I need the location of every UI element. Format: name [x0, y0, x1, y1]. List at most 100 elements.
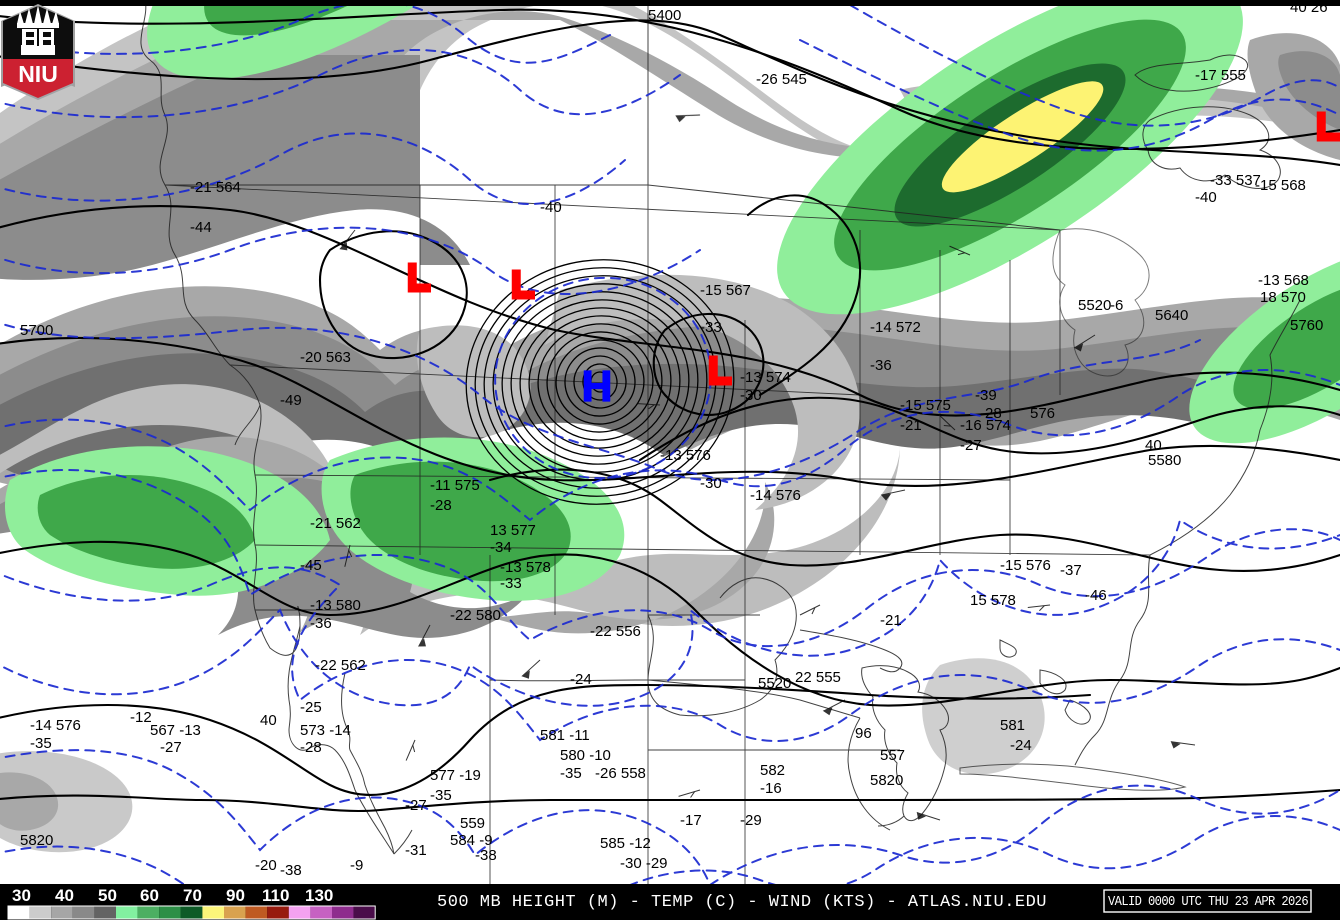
svg-text:22 555: 22 555: [795, 669, 841, 686]
svg-text:-15 576: -15 576: [1000, 557, 1051, 574]
svg-text:-24: -24: [570, 671, 592, 688]
svg-text:-33: -33: [500, 575, 522, 592]
svg-text:-31: -31: [405, 842, 427, 859]
svg-text:-17 555: -17 555: [1195, 67, 1246, 84]
svg-text:-28: -28: [430, 497, 452, 514]
svg-text:500 MB HEIGHT (M) - TEMP (C) -: 500 MB HEIGHT (M) - TEMP (C) - WIND (KTS…: [437, 893, 1047, 912]
svg-text:30: 30: [12, 886, 31, 905]
svg-text:-13 568: -13 568: [1258, 272, 1309, 289]
svg-text:-38: -38: [475, 847, 497, 864]
svg-text:60: 60: [140, 886, 159, 905]
svg-text:-34: -34: [490, 539, 512, 556]
svg-text:-13 576: -13 576: [660, 447, 711, 464]
svg-text:90: 90: [226, 886, 245, 905]
svg-text:-36: -36: [310, 615, 332, 632]
svg-text:-30: -30: [700, 475, 722, 492]
svg-text:-16: -16: [760, 780, 782, 797]
svg-text:-22 580: -22 580: [450, 607, 501, 624]
svg-text:-21 564: -21 564: [190, 179, 241, 196]
svg-text:-15 568: -15 568: [1255, 177, 1306, 194]
svg-text:5580: 5580: [1148, 452, 1181, 469]
svg-text:-44: -44: [190, 219, 212, 236]
svg-text:5820: 5820: [20, 832, 53, 849]
svg-text:-40: -40: [1195, 189, 1217, 206]
svg-text:580 -10: 580 -10: [560, 747, 611, 764]
svg-text:-25: -25: [300, 699, 322, 716]
svg-text:-35: -35: [30, 735, 52, 752]
svg-text:-37: -37: [1060, 562, 1082, 579]
svg-text:-21 562: -21 562: [310, 515, 361, 532]
svg-text:70: 70: [183, 886, 202, 905]
svg-text:557: 557: [880, 747, 905, 764]
svg-text:-35: -35: [430, 787, 452, 804]
svg-text:576: 576: [1030, 405, 1055, 422]
svg-text:577 -19: 577 -19: [430, 767, 481, 784]
svg-text:585 -12: 585 -12: [600, 835, 651, 852]
svg-text:5760: 5760: [1290, 317, 1323, 334]
svg-text:-27: -27: [405, 797, 427, 814]
svg-text:-38: -38: [280, 862, 302, 879]
svg-text:5700: 5700: [20, 322, 53, 339]
svg-text:581 -11: 581 -11: [540, 727, 590, 744]
svg-text:582: 582: [760, 762, 785, 779]
svg-text:-21: -21: [880, 612, 902, 629]
svg-text:-22 556: -22 556: [590, 623, 641, 640]
svg-text:-20 563: -20 563: [300, 349, 351, 366]
svg-text:-28: -28: [980, 405, 1002, 422]
svg-text:-30 -29: -30 -29: [620, 855, 668, 872]
svg-text:-27: -27: [960, 437, 982, 454]
svg-text:-22 562: -22 562: [315, 657, 366, 674]
svg-text:559: 559: [460, 815, 485, 832]
svg-text:-33 537: -33 537: [1210, 172, 1261, 189]
svg-text:-30: -30: [740, 387, 762, 404]
svg-text:110: 110: [262, 886, 289, 905]
svg-text:-26 545: -26 545: [756, 71, 807, 88]
svg-text:13 577: 13 577: [490, 522, 536, 539]
svg-text:-36: -36: [870, 357, 892, 374]
svg-text:5640: 5640: [1155, 307, 1188, 324]
svg-text:-27: -27: [160, 739, 182, 756]
svg-text:VALID 0000 UTC THU 23 APR 2026: VALID 0000 UTC THU 23 APR 2026: [1108, 894, 1308, 910]
svg-text:5820: 5820: [870, 772, 903, 789]
svg-text:-15 567: -15 567: [700, 282, 751, 299]
svg-text:-14 576: -14 576: [30, 717, 81, 734]
svg-text:-33: -33: [700, 319, 722, 336]
svg-text:40: 40: [260, 712, 277, 729]
svg-text:-13 574: -13 574: [740, 369, 791, 386]
svg-text:130: 130: [305, 886, 333, 905]
svg-text:567 -13: 567 -13: [150, 722, 201, 739]
svg-text:-13 580: -13 580: [310, 597, 361, 614]
svg-text:15 578: 15 578: [970, 592, 1016, 609]
svg-text:-39: -39: [975, 387, 997, 404]
svg-text:-20: -20: [255, 857, 277, 874]
svg-text:-9: -9: [350, 857, 363, 874]
svg-text:-29: -29: [740, 812, 762, 829]
svg-text:-14 576: -14 576: [750, 487, 801, 504]
svg-text:573 -14: 573 -14: [300, 722, 351, 739]
svg-text:50: 50: [98, 886, 117, 905]
svg-text:-46: -46: [1085, 587, 1107, 604]
svg-text:-28: -28: [300, 739, 322, 756]
svg-text:-6: -6: [1110, 297, 1123, 314]
svg-text:-17: -17: [680, 812, 702, 829]
svg-text:18 570: 18 570: [1260, 289, 1306, 306]
svg-text:-40: -40: [540, 199, 562, 216]
svg-text:-49: -49: [280, 392, 302, 409]
svg-text:-12: -12: [130, 709, 152, 726]
svg-text:40: 40: [55, 886, 74, 905]
svg-text:-26 558: -26 558: [595, 765, 646, 782]
svg-text:-45: -45: [300, 557, 322, 574]
svg-text:-11 575: -11 575: [430, 477, 480, 494]
svg-text:5520: 5520: [1078, 297, 1111, 314]
svg-text:-24: -24: [1010, 737, 1032, 754]
svg-text:-15 575: -15 575: [900, 397, 951, 414]
svg-text:5520: 5520: [758, 675, 791, 692]
svg-text:-13 578: -13 578: [500, 559, 551, 576]
svg-text:96: 96: [855, 725, 872, 742]
svg-text:581: 581: [1000, 717, 1025, 734]
svg-text:NIU: NIU: [18, 61, 58, 87]
svg-text:-14 572: -14 572: [870, 319, 921, 336]
svg-text:5400: 5400: [648, 7, 681, 24]
svg-text:-35: -35: [560, 765, 582, 782]
svg-text:-21: -21: [900, 417, 922, 434]
